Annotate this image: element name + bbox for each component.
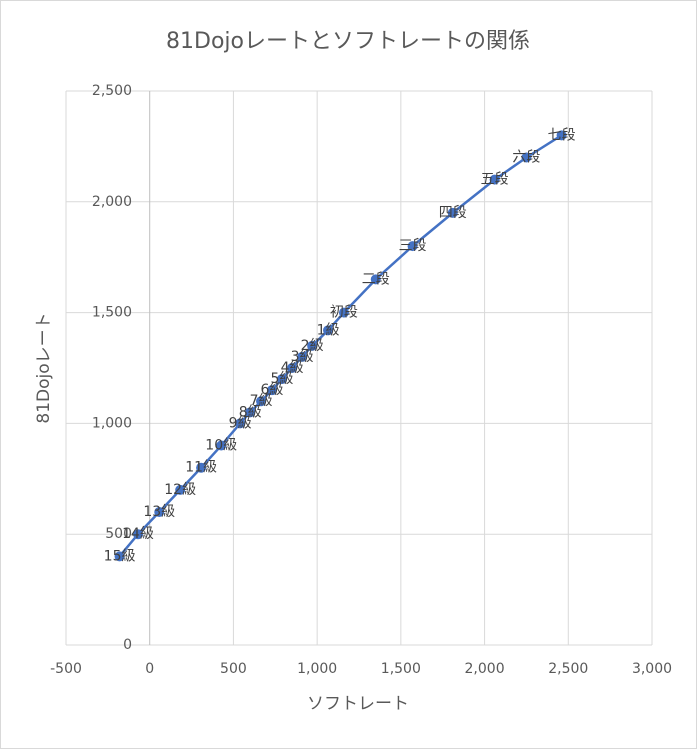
y-tick-label: 0 <box>123 637 132 653</box>
x-tick-label: 2,500 <box>548 661 588 677</box>
point-label: 5級 <box>271 371 294 387</box>
point-label: 15級 <box>104 548 136 564</box>
series-line <box>118 134 563 558</box>
point-label: 初段 <box>330 304 358 321</box>
data-point <box>256 396 267 407</box>
point-label: 6級 <box>260 382 283 398</box>
point-label: 1級 <box>317 322 340 338</box>
data-point <box>297 351 308 362</box>
point-label: 7級 <box>250 393 273 409</box>
y-tick-label: 2,500 <box>92 83 132 99</box>
x-tick-label: 1,000 <box>297 661 337 677</box>
point-label: 六段 <box>512 149 540 165</box>
data-point <box>338 307 349 318</box>
point-label: 五段 <box>481 172 509 188</box>
data-point <box>114 551 125 562</box>
y-tick-label: 2,000 <box>92 194 132 210</box>
data-point <box>323 325 334 336</box>
data-point <box>276 374 287 385</box>
data-point <box>307 340 318 351</box>
x-tick-label: 3,000 <box>632 661 672 677</box>
data-point <box>370 274 381 285</box>
data-point <box>266 385 277 396</box>
point-label: 13級 <box>143 504 175 520</box>
y-tick-label: 500 <box>105 526 132 542</box>
data-point <box>216 440 227 451</box>
point-label: 14級 <box>122 526 154 542</box>
point-label: 9級 <box>229 415 252 431</box>
point-label: 2級 <box>301 338 324 354</box>
x-tick-label: 2,000 <box>465 661 505 677</box>
data-point <box>196 462 207 473</box>
data-point <box>521 152 532 163</box>
data-point <box>245 407 256 418</box>
point-label: 10級 <box>205 438 237 454</box>
chart-title: 81Dojoレートとソフトレートの関係 <box>166 29 530 54</box>
data-point <box>556 130 567 141</box>
y-tick-label: 1,500 <box>92 305 132 321</box>
x-axis-title: ソフトレート <box>307 694 409 714</box>
data-point <box>407 241 418 252</box>
data-point <box>489 174 500 185</box>
data-point <box>154 507 165 518</box>
x-tick-label: 1,500 <box>381 661 421 677</box>
point-label: 七段 <box>548 127 576 143</box>
y-tick-label: 1,000 <box>92 415 132 431</box>
point-label: 11級 <box>185 460 217 476</box>
data-point <box>447 207 458 218</box>
x-tick-label: 500 <box>220 661 247 677</box>
point-label: 8級 <box>239 404 262 420</box>
data-point <box>235 418 246 429</box>
data-point <box>132 529 143 540</box>
y-axis-title: 81Dojoレート <box>34 312 54 423</box>
data-point <box>287 363 298 373</box>
point-label: 二段 <box>362 271 390 287</box>
point-label: 12級 <box>164 482 196 498</box>
x-tick-label: -500 <box>50 661 82 677</box>
point-label: 四段 <box>439 205 467 221</box>
point-label: 4級 <box>281 360 304 376</box>
x-tick-label: 0 <box>145 661 154 677</box>
data-point <box>175 484 186 495</box>
point-label: 三段 <box>399 238 427 254</box>
point-label: 3級 <box>291 349 314 365</box>
